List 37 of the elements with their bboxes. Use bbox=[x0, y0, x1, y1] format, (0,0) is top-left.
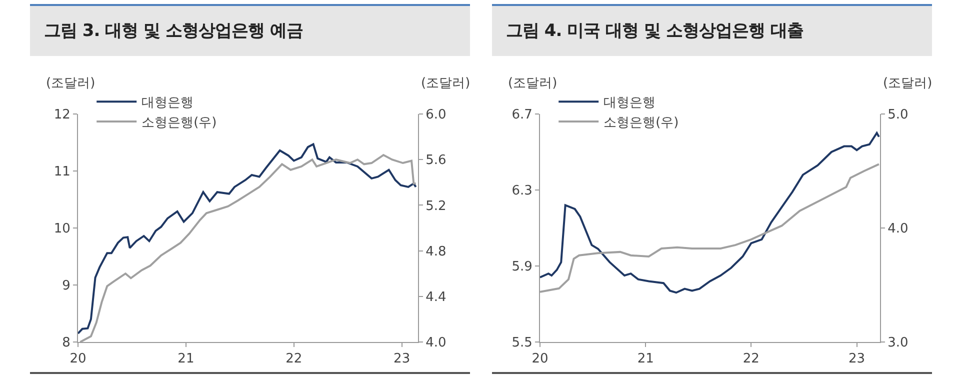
y-tick-label: 12 bbox=[54, 108, 70, 123]
x-tick-label: 21 bbox=[637, 352, 654, 367]
x-tick-label: 23 bbox=[394, 352, 410, 367]
y-tick-label: 6.7 bbox=[512, 108, 532, 123]
x-tick-label: 21 bbox=[178, 352, 194, 367]
y2-tick-label: 5.2 bbox=[426, 198, 446, 214]
y2-tick-label: 6.0 bbox=[426, 108, 446, 123]
y2-axis-title: (조달러) bbox=[421, 76, 470, 91]
legend-label: 대형은행 bbox=[604, 96, 656, 111]
x-tick-label: 22 bbox=[742, 352, 760, 367]
x-tick-label: 20 bbox=[70, 352, 86, 367]
legend-label: 소형은행(우) bbox=[604, 116, 679, 131]
y-tick-label: 10 bbox=[54, 222, 70, 237]
x-tick-label: 20 bbox=[532, 352, 548, 367]
y-tick-label: 8 bbox=[62, 336, 70, 351]
legend-label: 소형은행(우) bbox=[142, 116, 217, 131]
y-axis-title: (조달러) bbox=[46, 76, 96, 91]
y-tick-label: 6.3 bbox=[512, 184, 532, 199]
y-axis-title: (조달러) bbox=[508, 76, 558, 91]
y2-tick-label: 4.4 bbox=[426, 290, 446, 305]
legend-label: 대형은행 bbox=[142, 96, 194, 111]
x-tick-label: 22 bbox=[286, 352, 302, 367]
chart-title: 그림 3. 대형 및 소형상업은행 예금 bbox=[30, 6, 470, 56]
y2-tick-label: 4.0 bbox=[888, 222, 908, 237]
chart-title: 그림 4. 미국 대형 및 소형상업은행 대출 bbox=[492, 6, 932, 56]
y-tick-label: 11 bbox=[54, 164, 70, 180]
y-tick-label: 5.5 bbox=[512, 336, 532, 351]
y2-tick-label: 5.6 bbox=[426, 153, 446, 168]
y2-axis-title: (조달러) bbox=[883, 76, 932, 91]
line-series bbox=[540, 132, 880, 294]
y-tick-label: 9 bbox=[62, 278, 70, 294]
y2-tick-label: 5.0 bbox=[888, 108, 908, 123]
x-tick-label: 23 bbox=[848, 352, 866, 367]
y-tick-label: 5.9 bbox=[512, 260, 532, 275]
y2-tick-label: 3.0 bbox=[888, 336, 908, 351]
y2-tick-label: 4.0 bbox=[426, 336, 446, 351]
y2-tick-label: 4.8 bbox=[426, 244, 446, 260]
